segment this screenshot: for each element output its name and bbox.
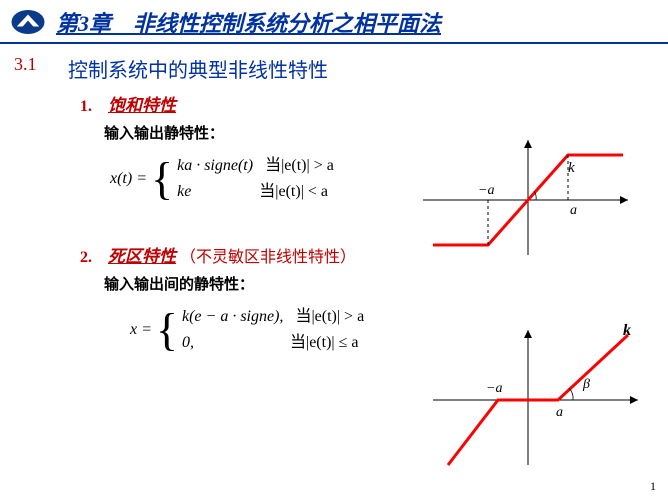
case-cond: 当|e(t)| > a xyxy=(295,308,364,325)
saturation-chart: −a a k xyxy=(418,130,638,260)
item-1: 1. 饱和特性 xyxy=(80,91,668,116)
item-2-sub: 输入输出间的静特性： xyxy=(104,273,668,294)
header: 第3章 非线性控制系统分析之相平面法 xyxy=(0,0,668,44)
label-a: a xyxy=(556,405,563,420)
item-2-lhs: x = xyxy=(130,321,152,339)
section-title: 控制系统中的典型非线性特性 xyxy=(68,54,328,83)
label-k: k xyxy=(568,160,575,176)
item-2-title: 死区特性 xyxy=(108,247,176,266)
item-1-cases: ka · signe(t) 当|e(t)| > a ke 当|e(t)| < a xyxy=(177,153,334,204)
case-expr: ke xyxy=(177,183,191,200)
deadzone-chart: −a a k β xyxy=(428,320,648,470)
section-row: 3.1 控制系统中的典型非线性特性 xyxy=(14,54,668,83)
brace: { xyxy=(156,309,178,350)
label-neg-a: −a xyxy=(486,381,502,396)
case-expr: k(e − a · signe), xyxy=(182,308,283,325)
case-cond: 当|e(t)| < a xyxy=(259,183,328,200)
item-2-num: 2. xyxy=(80,249,104,267)
logo-icon xyxy=(8,7,48,37)
case-cond: 当|e(t)| > a xyxy=(265,157,334,174)
item-1-title: 饱和特性 xyxy=(108,96,176,115)
label-beta: β xyxy=(582,377,590,392)
case-cond: 当|e(t)| ≤ a xyxy=(290,334,359,351)
section-num: 3.1 xyxy=(14,54,68,83)
item-1-num: 1. xyxy=(80,98,104,116)
page-number: 1 xyxy=(650,479,656,494)
brace: { xyxy=(151,158,173,199)
label-k: k xyxy=(623,322,631,339)
item-2-cases: k(e − a · signe), 当|e(t)| > a 0, 当|e(t)|… xyxy=(182,304,364,355)
case-expr: 0, xyxy=(182,334,194,351)
chapter-title: 第3章 非线性控制系统分析之相平面法 xyxy=(56,6,441,38)
item-2-note: （不灵敏区非线性特性） xyxy=(180,249,356,266)
case-expr: ka · signe(t) xyxy=(177,157,253,174)
label-a: a xyxy=(570,203,577,218)
label-neg-a: −a xyxy=(478,183,494,198)
item-1-lhs: x(t) = xyxy=(110,170,147,188)
